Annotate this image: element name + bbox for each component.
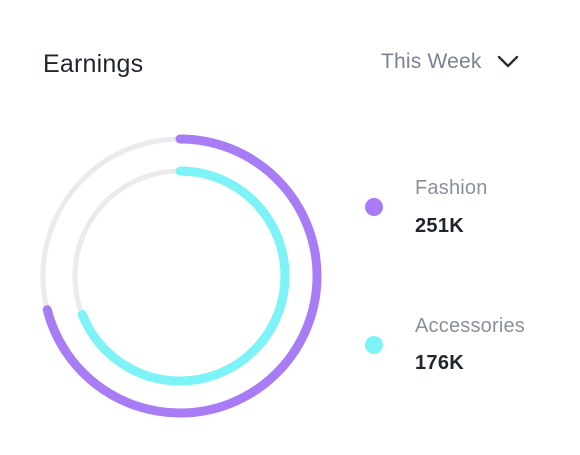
fashion-color-dot — [365, 198, 383, 216]
legend-value-accessories: 176K — [415, 352, 465, 374]
earnings-ring-chart — [38, 134, 322, 418]
chevron-down-icon — [496, 50, 520, 74]
card-title: Earnings — [43, 50, 144, 78]
accessories-ring-arc — [70, 166, 290, 386]
legend-label-fashion: Fashion — [415, 177, 488, 199]
fashion-ring-arc — [38, 134, 322, 418]
legend-label-accessories: Accessories — [415, 315, 526, 337]
period-dropdown[interactable]: This Week — [381, 46, 520, 78]
period-dropdown-value: This Week — [381, 50, 482, 73]
accessories-color-dot — [365, 336, 383, 354]
legend-value-fashion: 251K — [415, 215, 465, 237]
